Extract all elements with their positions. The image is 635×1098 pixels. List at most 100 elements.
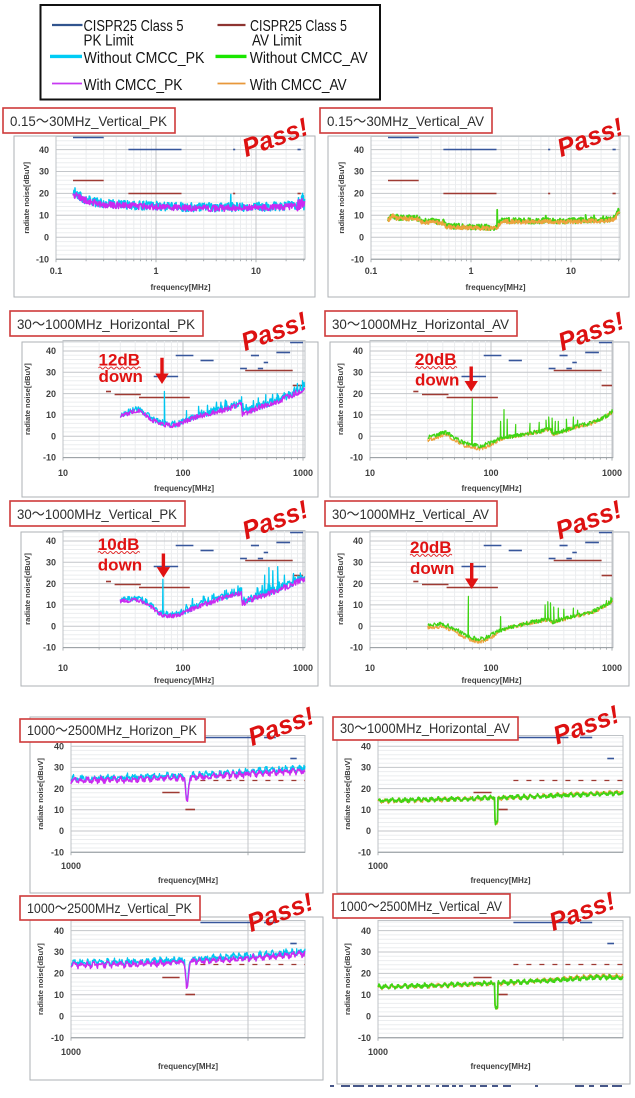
svg-text:20: 20: [46, 579, 56, 589]
svg-text:radiate noise[dBuV]: radiate noise[dBuV]: [336, 363, 345, 435]
svg-text:30: 30: [353, 558, 363, 568]
svg-text:20: 20: [39, 189, 49, 199]
svg-text:30～1000MHz_Vertical_AV: 30～1000MHz_Vertical_AV: [332, 506, 490, 522]
svg-text:0: 0: [359, 232, 364, 242]
svg-text:frequency[MHz]: frequency[MHz]: [461, 676, 521, 685]
svg-text:10: 10: [353, 410, 363, 420]
svg-text:1000: 1000: [293, 663, 313, 673]
svg-text:10dB: 10dB: [98, 535, 140, 554]
svg-text:10: 10: [58, 663, 68, 673]
svg-text:10: 10: [361, 805, 371, 815]
svg-text:frequency[MHz]: frequency[MHz]: [158, 876, 218, 885]
svg-text:40: 40: [361, 741, 371, 751]
svg-text:frequency[MHz]: frequency[MHz]: [158, 1062, 218, 1071]
svg-text:30～1000MHz_Horizontal_AV: 30～1000MHz_Horizontal_AV: [340, 720, 511, 736]
svg-text:30: 30: [361, 763, 371, 773]
svg-text:100: 100: [175, 663, 190, 673]
svg-text:1000: 1000: [61, 861, 81, 871]
svg-text:1000: 1000: [602, 468, 622, 478]
svg-text:-10: -10: [43, 643, 56, 653]
svg-text:Without CMCC_AV: Without CMCC_AV: [250, 50, 369, 67]
svg-text:frequency[MHz]: frequency[MHz]: [154, 484, 214, 493]
svg-text:radiate noise[dBuV]: radiate noise[dBuV]: [36, 758, 45, 830]
svg-text:20: 20: [54, 784, 64, 794]
svg-text:-10: -10: [43, 453, 56, 463]
svg-text:frequency[MHz]: frequency[MHz]: [154, 676, 214, 685]
svg-text:10: 10: [46, 600, 56, 610]
svg-text:10: 10: [353, 600, 363, 610]
svg-text:0: 0: [51, 431, 56, 441]
svg-text:0: 0: [51, 621, 56, 631]
svg-text:1000～2500MHz_Horizon_PK: 1000～2500MHz_Horizon_PK: [27, 722, 198, 738]
svg-text:down: down: [415, 370, 459, 389]
svg-text:0: 0: [358, 621, 363, 631]
svg-text:30: 30: [354, 167, 364, 177]
svg-text:40: 40: [361, 926, 371, 936]
svg-text:down: down: [99, 367, 143, 386]
svg-text:30: 30: [39, 167, 49, 177]
svg-text:100: 100: [483, 468, 498, 478]
svg-text:40: 40: [54, 741, 64, 751]
svg-text:0: 0: [59, 1011, 64, 1021]
svg-text:100: 100: [175, 468, 190, 478]
svg-text:20dB: 20dB: [415, 350, 457, 369]
svg-text:20: 20: [46, 389, 56, 399]
svg-text:40: 40: [54, 926, 64, 936]
svg-text:CISPR25 Class 5: CISPR25 Class 5: [84, 18, 184, 35]
svg-text:PK Limit: PK Limit: [84, 33, 135, 50]
svg-text:10: 10: [46, 410, 56, 420]
svg-text:0.1: 0.1: [365, 266, 378, 276]
svg-text:12dB: 12dB: [99, 351, 141, 370]
svg-text:radiate noise[dBuV]: radiate noise[dBuV]: [343, 943, 352, 1015]
svg-text:1000～2500MHz_Vertical_PK: 1000～2500MHz_Vertical_PK: [27, 900, 193, 916]
svg-text:radiate noise[dBuV]: radiate noise[dBuV]: [343, 758, 352, 830]
svg-text:radiate noise[dBuV]: radiate noise[dBuV]: [23, 553, 32, 625]
svg-text:0.15～30MHz_Vertical_AV: 0.15～30MHz_Vertical_AV: [327, 113, 485, 129]
svg-text:20: 20: [354, 189, 364, 199]
svg-text:30～1000MHz_Horizontal_AV: 30～1000MHz_Horizontal_AV: [332, 316, 510, 332]
svg-text:frequency[MHz]: frequency[MHz]: [470, 1062, 530, 1071]
svg-text:1000: 1000: [368, 1047, 388, 1057]
svg-text:-10: -10: [358, 847, 371, 857]
svg-text:0.15～30MHz_Vertical_PK: 0.15～30MHz_Vertical_PK: [10, 113, 168, 129]
svg-text:20: 20: [361, 969, 371, 979]
svg-text:down: down: [410, 559, 454, 578]
svg-text:1: 1: [468, 266, 473, 276]
svg-text:1000～2500MHz_Vertical_AV: 1000～2500MHz_Vertical_AV: [340, 898, 503, 914]
svg-text:0: 0: [358, 431, 363, 441]
svg-text:30～1000MHz_Horizontal_PK: 30～1000MHz_Horizontal_PK: [17, 316, 196, 332]
svg-text:40: 40: [353, 536, 363, 546]
svg-text:Without CMCC_PK: Without CMCC_PK: [84, 50, 206, 67]
svg-text:30: 30: [361, 947, 371, 957]
svg-text:30: 30: [46, 558, 56, 568]
svg-text:20: 20: [353, 389, 363, 399]
svg-text:10: 10: [39, 211, 49, 221]
svg-text:100: 100: [483, 663, 498, 673]
svg-text:1000: 1000: [293, 468, 313, 478]
svg-text:radiate noise[dBuV]: radiate noise[dBuV]: [336, 553, 345, 625]
svg-text:20: 20: [361, 784, 371, 794]
svg-text:10: 10: [354, 211, 364, 221]
svg-text:40: 40: [354, 145, 364, 155]
svg-text:30: 30: [46, 368, 56, 378]
svg-text:frequency[MHz]: frequency[MHz]: [461, 484, 521, 493]
svg-text:30～1000MHz_Vertical_PK: 30～1000MHz_Vertical_PK: [17, 506, 178, 522]
svg-text:40: 40: [46, 536, 56, 546]
svg-text:30: 30: [54, 947, 64, 957]
svg-text:CISPR25 Class 5: CISPR25 Class 5: [250, 18, 347, 35]
svg-text:down: down: [98, 556, 142, 575]
svg-text:20dB: 20dB: [410, 538, 452, 557]
svg-text:-10: -10: [350, 643, 363, 653]
svg-text:-10: -10: [350, 453, 363, 463]
svg-text:30: 30: [54, 763, 64, 773]
svg-text:With CMCC_AV: With CMCC_AV: [250, 77, 348, 94]
svg-text:10: 10: [365, 468, 375, 478]
svg-text:-10: -10: [51, 1033, 64, 1043]
svg-text:radiate noise[dBuV]: radiate noise[dBuV]: [36, 943, 45, 1015]
svg-text:40: 40: [353, 346, 363, 356]
svg-text:-10: -10: [36, 254, 49, 264]
svg-text:-10: -10: [51, 847, 64, 857]
svg-text:1000: 1000: [602, 663, 622, 673]
svg-text:0.1: 0.1: [50, 266, 63, 276]
svg-text:-10: -10: [358, 1033, 371, 1043]
